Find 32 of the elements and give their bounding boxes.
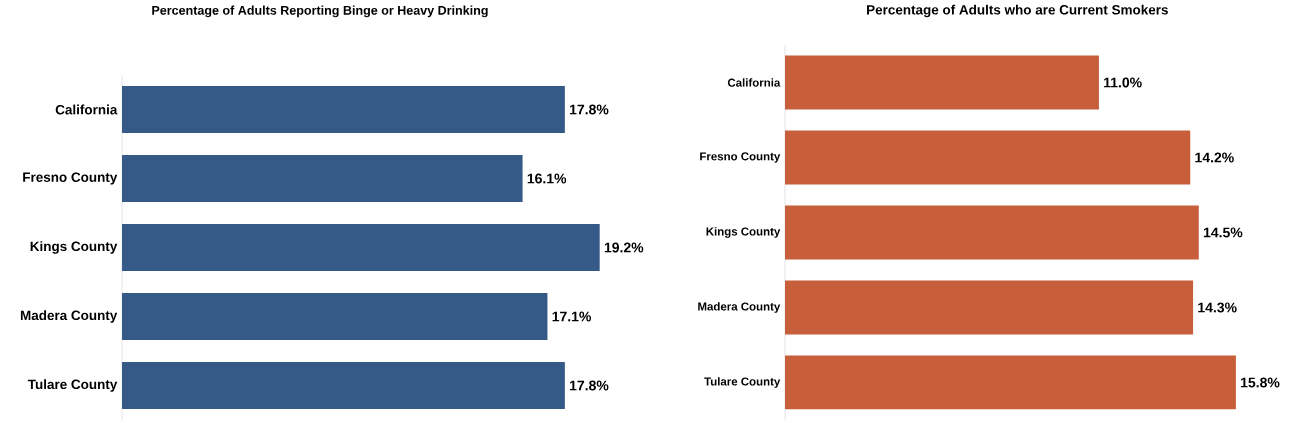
y-tick-label: Kings County <box>706 227 781 238</box>
y-tick-label: Tulare County <box>27 379 118 392</box>
y-tick-label: Tulare County <box>704 377 781 388</box>
bar <box>122 223 600 271</box>
data-label: 17.1% <box>552 311 592 322</box>
data-label: 19.2% <box>604 242 644 253</box>
data-label: 14.2% <box>1195 152 1234 163</box>
y-tick-label: Fresno County <box>23 172 118 185</box>
bar <box>122 361 565 409</box>
y-tick-label: Madera County <box>698 302 781 313</box>
bar <box>122 86 565 133</box>
y-tick-label: Fresno County <box>700 152 781 163</box>
bar <box>122 155 523 202</box>
chart-title: Percentage of Adults who are Current Smokers <box>867 4 1168 18</box>
bar <box>785 355 1236 410</box>
bar <box>785 205 1199 260</box>
bar <box>785 130 1191 185</box>
y-tick-label: California <box>55 104 118 115</box>
data-label: 15.8% <box>1241 377 1280 388</box>
data-label: 14.3% <box>1198 302 1237 313</box>
bar <box>122 292 548 340</box>
bar <box>785 280 1194 335</box>
bar <box>785 55 1099 110</box>
data-label: 11.0% <box>1104 77 1142 88</box>
data-label: 14.5% <box>1203 227 1243 238</box>
y-tick-label: California <box>727 78 781 87</box>
data-label: 17.8% <box>570 380 609 391</box>
chart-title: Percentage of Adults Reporting Binge or Heavy Drinking <box>152 5 488 18</box>
y-tick-label: Kings County <box>30 241 118 254</box>
data-label: 16.1% <box>527 173 567 184</box>
data-label: 17.8% <box>570 104 609 115</box>
y-tick-label: Madera County <box>20 310 118 323</box>
